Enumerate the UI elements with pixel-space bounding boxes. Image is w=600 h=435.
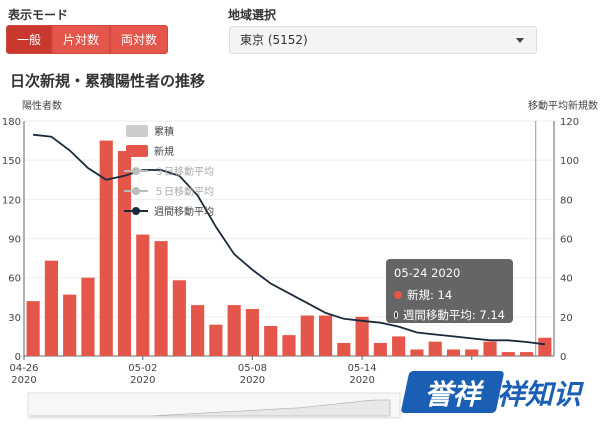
bar-new-cases	[227, 305, 241, 356]
bar-new-cases	[282, 335, 296, 356]
bar-new-cases	[520, 352, 534, 356]
y-tick-label: 0	[15, 352, 21, 363]
x-tick-label: 05-14	[348, 363, 377, 374]
bar-new-cases	[483, 341, 497, 356]
mode-button-linear[interactable]: 一般	[6, 25, 53, 54]
y-tick-label: 120	[2, 195, 21, 206]
y2-tick-label: 0	[560, 352, 566, 363]
tooltip-row-new: 新規: 14	[394, 287, 505, 303]
bar-new-cases	[63, 294, 77, 356]
x-tick-year: 2020	[130, 375, 155, 386]
tooltip-title: 05-24 2020	[394, 266, 461, 280]
watermark-logo: 誉祥 祥知识	[400, 371, 595, 413]
bar-new-cases	[337, 342, 351, 356]
bar-new-cases	[191, 305, 205, 356]
line-weekly-average	[33, 133, 546, 346]
bar-new-cases	[465, 349, 479, 356]
tooltip-label-new: 新規: 14	[407, 288, 453, 302]
bar-new-cases	[117, 151, 132, 356]
y2-axis-label: 移動平均新規数	[528, 99, 598, 112]
bar-new-cases	[81, 277, 95, 356]
region-select-value: 東京 (5152)	[240, 33, 308, 47]
tooltip-dot-avg	[394, 311, 398, 319]
x-tick-year: 2020	[11, 375, 36, 386]
y-tick-label: 150	[2, 156, 21, 167]
legend-swatch-dot	[132, 207, 140, 215]
y-axis-label: 陽性者数	[22, 99, 62, 112]
chart-tooltip: 05-24 2020 新規: 14 週間移動平均: 7.14	[386, 259, 513, 323]
y2-tick-label: 20	[560, 313, 573, 324]
x-tick-label: 05-02	[128, 363, 157, 374]
bar-new-cases	[355, 316, 369, 356]
mode-button-semilog[interactable]: 片対数	[52, 25, 111, 54]
legend-label: ５日移動平均	[154, 185, 214, 198]
y-tick-label: 180	[2, 117, 21, 128]
y-tick-label: 90	[8, 235, 21, 246]
tooltip-dot-new	[394, 291, 402, 299]
bar-new-cases	[446, 349, 461, 356]
y2-tick-label: 80	[560, 195, 573, 206]
bar-new-cases	[318, 315, 333, 356]
region-select[interactable]: 東京 (5152)	[229, 26, 537, 54]
mode-label: 表示モード	[8, 8, 69, 22]
y2-tick-label: 120	[560, 117, 579, 128]
x-tick-label: 04-26	[9, 363, 38, 374]
mode-button-loglog[interactable]: 両対数	[110, 25, 169, 54]
x-tick-year: 2020	[240, 375, 265, 386]
bar-new-cases	[392, 336, 406, 356]
bar-new-cases	[373, 342, 387, 356]
legend-swatch	[126, 125, 148, 137]
y-tick-label: 30	[8, 313, 21, 324]
legend-swatch-dot	[132, 167, 140, 175]
bar-new-cases	[44, 260, 58, 356]
region-label: 地域選択	[228, 8, 277, 22]
watermark-brand: 誉祥	[424, 378, 481, 411]
bar-new-cases	[501, 352, 515, 356]
legend-label: 新規	[154, 145, 174, 158]
bar-new-cases	[154, 241, 168, 356]
chevron-down-icon	[516, 38, 524, 43]
tooltip-label-avg: 週間移動平均: 7.14	[402, 308, 505, 322]
bar-new-cases	[264, 325, 278, 356]
bar-new-cases	[99, 140, 113, 356]
bar-new-cases	[300, 315, 314, 356]
x-tick-year: 2020	[349, 375, 374, 386]
y2-tick-label: 60	[560, 235, 573, 246]
bar-new-cases	[410, 349, 424, 356]
legend-label: ３日移動平均	[154, 165, 214, 178]
x-tick-label: 05-08	[238, 363, 267, 374]
bar-new-cases	[136, 234, 150, 356]
y2-tick-label: 100	[560, 156, 579, 167]
bar-new-cases	[209, 324, 223, 356]
legend-label: 累積	[154, 125, 174, 138]
bar-new-cases	[172, 280, 186, 356]
mode-button-group: 一般 片対数 両対数	[6, 25, 169, 54]
legend-swatch	[126, 145, 148, 157]
range-navigator-sparkline	[30, 399, 391, 417]
watermark-text: 祥知识	[497, 378, 582, 411]
bar-new-cases	[538, 337, 552, 356]
bar-new-cases	[245, 309, 260, 356]
legend-swatch-dot	[132, 187, 140, 195]
bar-new-cases	[428, 341, 442, 356]
bar-new-cases	[26, 301, 40, 356]
chart-title: 日次新規・累積陽性者の推移	[10, 72, 206, 90]
legend-label: 週間移動平均	[154, 205, 214, 218]
tooltip-row-avg: 週間移動平均: 7.14	[394, 307, 505, 323]
y2-tick-label: 40	[560, 274, 573, 285]
y-tick-label: 60	[8, 274, 21, 285]
